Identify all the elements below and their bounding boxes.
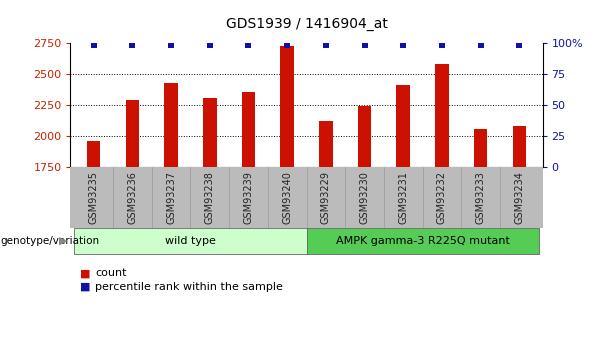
Text: GSM93236: GSM93236 bbox=[128, 171, 137, 224]
Text: GSM93234: GSM93234 bbox=[514, 171, 524, 224]
Text: GSM93231: GSM93231 bbox=[398, 171, 408, 224]
Point bbox=[205, 42, 215, 48]
Bar bbox=[474, 129, 487, 167]
Bar bbox=[358, 107, 371, 167]
Point bbox=[128, 42, 137, 48]
Point bbox=[437, 42, 447, 48]
Point bbox=[282, 42, 292, 48]
Text: genotype/variation: genotype/variation bbox=[1, 236, 100, 246]
Bar bbox=[87, 141, 101, 167]
Bar bbox=[397, 85, 410, 167]
Text: ■: ■ bbox=[80, 268, 90, 278]
Bar bbox=[435, 64, 449, 167]
Text: wild type: wild type bbox=[165, 236, 216, 246]
Text: GSM93230: GSM93230 bbox=[360, 171, 370, 224]
Point bbox=[321, 42, 331, 48]
Text: ■: ■ bbox=[80, 282, 90, 292]
Text: percentile rank within the sample: percentile rank within the sample bbox=[95, 282, 283, 292]
Text: GSM93237: GSM93237 bbox=[166, 171, 176, 224]
Point bbox=[398, 42, 408, 48]
Text: AMPK gamma-3 R225Q mutant: AMPK gamma-3 R225Q mutant bbox=[336, 236, 509, 246]
Bar bbox=[319, 121, 333, 167]
Text: GSM93239: GSM93239 bbox=[243, 171, 253, 224]
Text: GSM93235: GSM93235 bbox=[89, 171, 99, 224]
Bar bbox=[203, 98, 216, 167]
Bar bbox=[126, 100, 139, 167]
Point bbox=[243, 42, 253, 48]
Bar bbox=[164, 83, 178, 167]
Point bbox=[360, 42, 370, 48]
Point bbox=[476, 42, 485, 48]
Text: GSM93238: GSM93238 bbox=[205, 171, 215, 224]
Text: GSM93232: GSM93232 bbox=[437, 171, 447, 224]
Text: ▶: ▶ bbox=[59, 236, 67, 246]
Point bbox=[514, 42, 524, 48]
Bar bbox=[242, 91, 255, 167]
Text: GDS1939 / 1416904_at: GDS1939 / 1416904_at bbox=[226, 17, 387, 31]
Text: GSM93233: GSM93233 bbox=[476, 171, 485, 224]
Text: GSM93229: GSM93229 bbox=[321, 171, 331, 224]
Text: count: count bbox=[95, 268, 126, 278]
Bar bbox=[512, 126, 526, 167]
Bar bbox=[280, 46, 294, 167]
Text: GSM93240: GSM93240 bbox=[282, 171, 292, 224]
Point bbox=[166, 42, 176, 48]
Point bbox=[89, 42, 99, 48]
